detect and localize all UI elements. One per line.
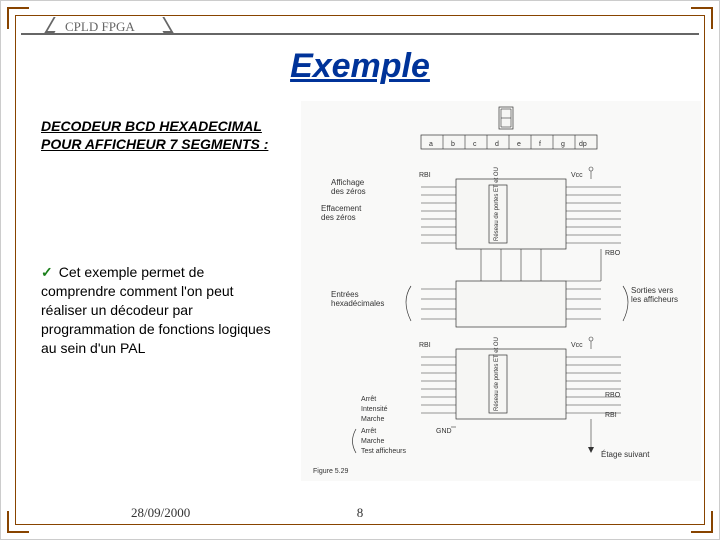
header-rule [21, 33, 699, 35]
label-sorties: Sorties versles afficheurs [631, 286, 678, 304]
svg-text:Marche: Marche [361, 416, 384, 423]
subtitle-line1: DECODEUR BCD HEXADECIMAL [41, 118, 262, 134]
svg-text:dp: dp [579, 141, 587, 148]
svg-text:f: f [539, 141, 541, 148]
footer-date: 28/09/2000 [131, 505, 190, 521]
svg-text:RBI: RBI [419, 342, 431, 349]
label-affichage: Affichagedes zéros [331, 178, 366, 196]
svg-text:Vcc: Vcc [571, 172, 583, 179]
chip-middle [421, 281, 601, 327]
svg-text:Vcc: Vcc [571, 342, 583, 349]
label-effacement: Effacementdes zéros [321, 204, 362, 222]
svg-text:Réseau de portes ET et OU: Réseau de portes ET et OU [494, 337, 500, 411]
subtitle: DECODEUR BCD HEXADECIMAL POUR AFFICHEUR … [41, 117, 268, 153]
svg-text:GND: GND [436, 428, 452, 435]
label-etage-suivant: Étage suivant [601, 450, 650, 459]
svg-text:Arrêt: Arrêt [361, 428, 376, 435]
seven-seg-icon [499, 107, 513, 129]
svg-text:b: b [451, 141, 455, 148]
svg-text:c: c [473, 141, 477, 148]
svg-text:RBI: RBI [419, 172, 431, 179]
bullet-text: Cet exemple permet de comprendre comment… [41, 264, 271, 356]
svg-text:Marche: Marche [361, 438, 384, 445]
svg-text:Test afficheurs: Test afficheurs [361, 448, 407, 455]
svg-text:d: d [495, 141, 499, 148]
svg-text:RBO: RBO [605, 392, 621, 399]
svg-text:Réseau de portes ET et OU: Réseau de portes ET et OU [494, 167, 500, 241]
subtitle-line2: POUR AFFICHEUR 7 SEGMENTS : [41, 136, 268, 152]
footer-page-number: 8 [357, 505, 364, 521]
svg-text:a: a [429, 141, 433, 148]
body-bullet: ✓Cet exemple permet de comprendre commen… [41, 263, 281, 357]
chip-top: Réseau de portes ET et OU Vcc RBI RBO [419, 167, 621, 257]
svg-text:Intensité: Intensité [361, 406, 388, 413]
svg-text:Arrêt: Arrêt [361, 396, 376, 403]
svg-text:e: e [517, 141, 521, 148]
circuit-diagram: a b c d e f g dp Réseau de portes ET et … [301, 101, 701, 481]
check-icon: ✓ [41, 264, 53, 280]
svg-text:g: g [561, 141, 565, 148]
segment-label-row: a b c d e f g dp [421, 135, 597, 149]
diagram-caption: Figure 5.29 [313, 468, 349, 475]
svg-text:RBI: RBI [605, 412, 617, 419]
page-title: Exemple [1, 47, 719, 86]
slide-frame: CPLD FPGA Exemple DECODEUR BCD HEXADECIM… [0, 0, 720, 540]
svg-text:RBO: RBO [605, 250, 621, 257]
label-entrees: Entréeshexadécimales [331, 290, 384, 308]
